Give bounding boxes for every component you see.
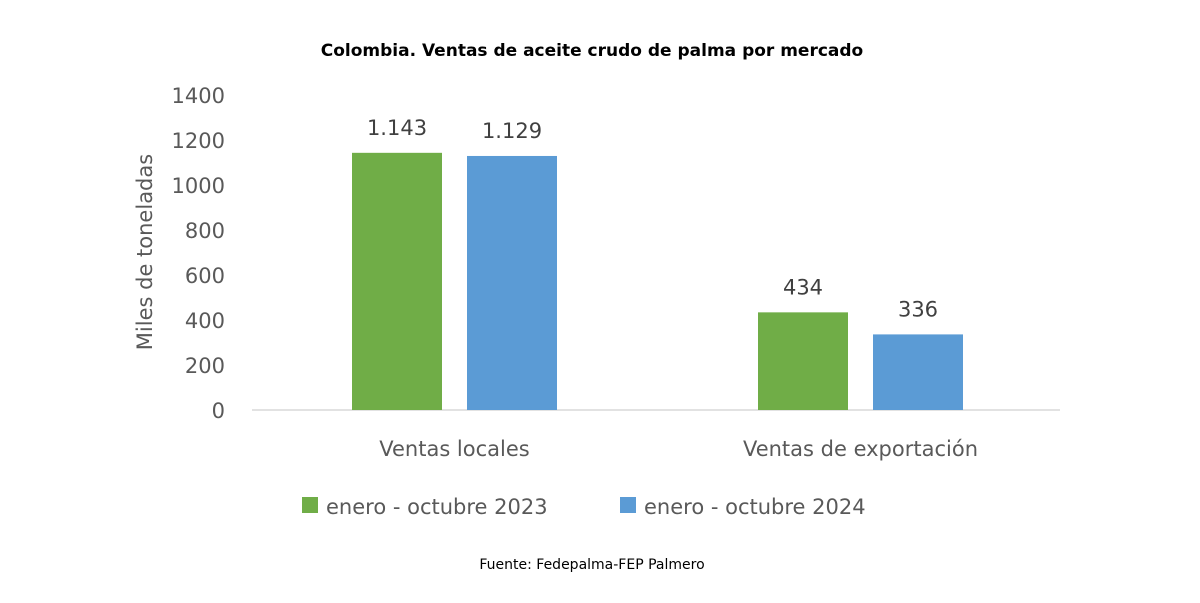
bar [758,312,848,410]
data-label: 434 [783,275,823,299]
legend-label: enero - octubre 2024 [644,495,866,519]
legend-swatch [620,497,636,513]
data-label: 1.129 [482,119,542,143]
y-tick-label: 1400 [172,84,225,108]
y-tick-label: 1200 [172,129,225,153]
y-tick-label: 400 [185,309,225,333]
data-label: 1.143 [367,116,427,140]
bar [467,155,557,410]
y-axis-label: Miles de toneladas [133,154,157,350]
source-note: Fuente: Fedepalma-FEP Palmero [479,557,704,573]
y-tick-label: 200 [185,354,225,378]
x-category-label: Ventas de exportación [743,437,978,461]
bar [873,334,963,410]
x-category-label: Ventas locales [379,437,529,461]
bar [352,152,442,410]
y-tick-label: 600 [185,264,225,288]
y-tick-label: 0 [212,399,225,423]
data-label: 336 [898,297,938,321]
legend-label: enero - octubre 2023 [326,495,548,519]
legend-swatch [302,497,318,513]
chart-title: Colombia. Ventas de aceite crudo de palm… [321,41,864,61]
y-tick-label: 800 [185,219,225,243]
y-tick-label: 1000 [172,174,225,198]
